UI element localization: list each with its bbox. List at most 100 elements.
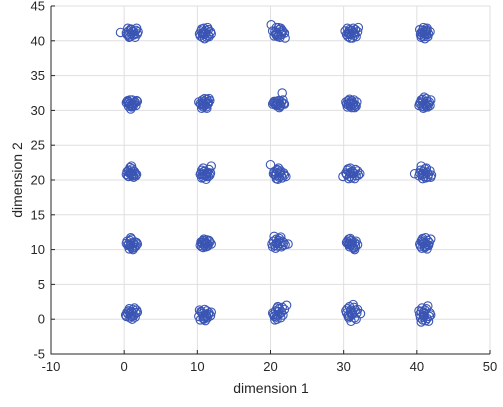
data-point xyxy=(198,172,208,182)
data-point xyxy=(126,234,137,244)
data-point xyxy=(270,29,281,39)
data-point xyxy=(203,98,214,109)
data-point xyxy=(271,238,282,249)
data-point xyxy=(416,317,426,327)
x-tick-labels: -10 0 10 20 30 40 50 xyxy=(42,359,498,374)
data-point xyxy=(283,239,293,249)
data-point xyxy=(345,167,355,178)
data-point xyxy=(417,303,427,313)
data-point xyxy=(277,302,287,313)
y-tick-label: 45 xyxy=(31,0,45,14)
data-point xyxy=(271,168,282,178)
data-point xyxy=(425,310,436,320)
data-point xyxy=(271,100,282,111)
y-tick-label: 25 xyxy=(31,138,45,153)
data-point xyxy=(196,24,207,34)
x-tick-label: 30 xyxy=(336,359,350,374)
data-point xyxy=(123,30,134,40)
x-tick-label: 0 xyxy=(121,359,128,374)
data-point xyxy=(277,88,287,98)
data-point xyxy=(355,168,365,179)
y-axis-label: dimension 2 xyxy=(9,142,25,218)
data-point xyxy=(423,239,433,250)
x-axis-label: dimension 1 xyxy=(233,380,309,396)
data-point xyxy=(416,32,426,43)
data-point xyxy=(132,307,143,317)
x-tick-label: 50 xyxy=(483,359,497,374)
y-tick-label: 0 xyxy=(38,312,45,327)
data-point xyxy=(129,242,140,253)
data-point xyxy=(276,27,287,38)
data-point xyxy=(343,28,353,38)
data-point xyxy=(196,165,207,176)
data-point xyxy=(199,170,210,180)
data-point xyxy=(197,29,208,39)
axes xyxy=(50,5,491,355)
data-point xyxy=(125,241,135,251)
data-point xyxy=(421,26,432,37)
data-point xyxy=(418,168,429,179)
data-point xyxy=(346,102,357,113)
x-tick-label: 10 xyxy=(190,359,204,374)
y-tick-label: 20 xyxy=(31,173,45,188)
data-point xyxy=(123,97,134,107)
data-point xyxy=(204,93,214,104)
x-tick-label: 40 xyxy=(410,359,424,374)
data-point xyxy=(275,313,286,323)
data-point xyxy=(278,240,288,251)
data-point xyxy=(419,308,429,319)
data-point xyxy=(273,310,283,320)
data-point xyxy=(275,100,286,111)
y-tick-label: 10 xyxy=(31,242,45,257)
data-point xyxy=(346,305,356,315)
data-point xyxy=(350,305,361,315)
data-point xyxy=(200,237,211,248)
y-tick-label: 15 xyxy=(31,207,45,222)
data-point xyxy=(127,169,137,180)
data-point xyxy=(202,311,212,322)
data-point xyxy=(206,239,216,249)
data-point xyxy=(348,299,358,310)
data-point xyxy=(125,98,135,109)
x-tick-label: 20 xyxy=(263,359,277,374)
y-tick-labels: -5 0 5 10 15 20 25 30 35 40 45 xyxy=(31,0,45,362)
data-point xyxy=(346,173,357,183)
y-tick-label: -5 xyxy=(33,347,45,362)
data-point xyxy=(126,24,137,35)
data-point xyxy=(344,238,355,249)
data-point xyxy=(201,242,211,252)
data-point xyxy=(417,235,427,245)
data-point xyxy=(276,97,287,107)
data-point xyxy=(421,304,432,314)
data-point xyxy=(416,306,426,317)
y-tick-label: 35 xyxy=(31,68,45,83)
data-points xyxy=(115,20,437,327)
data-point xyxy=(202,103,212,114)
x-tick-label: -10 xyxy=(42,359,61,374)
data-point xyxy=(278,98,289,109)
data-point xyxy=(271,30,282,40)
data-point xyxy=(270,315,280,325)
data-point xyxy=(422,23,432,34)
data-point xyxy=(349,100,359,111)
data-point xyxy=(199,26,210,37)
data-point xyxy=(194,305,205,315)
data-point xyxy=(279,304,290,315)
data-point xyxy=(349,28,360,38)
data-point xyxy=(133,26,143,37)
data-point xyxy=(418,312,429,322)
data-point xyxy=(421,101,432,111)
data-point xyxy=(120,310,131,320)
data-point xyxy=(200,315,211,326)
data-point xyxy=(420,164,430,174)
y-tick-label: 30 xyxy=(31,103,45,118)
y-tick-label: 40 xyxy=(31,33,45,48)
y-tick-label: 5 xyxy=(38,277,45,292)
data-point xyxy=(202,171,212,182)
data-point xyxy=(344,239,354,250)
data-point xyxy=(344,311,355,322)
data-point xyxy=(198,235,208,246)
